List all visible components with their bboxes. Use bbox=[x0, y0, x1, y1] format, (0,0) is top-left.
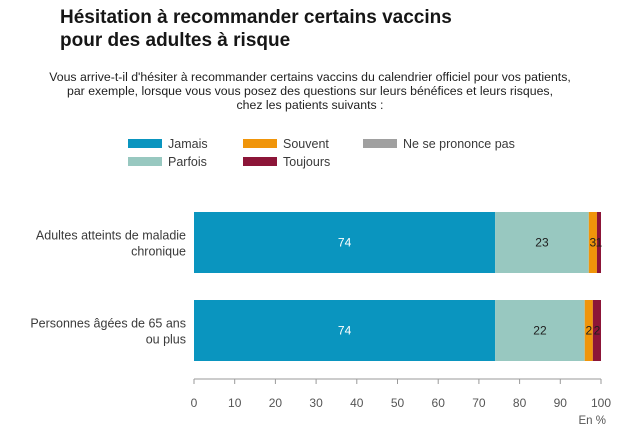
x-tick-label-70: 70 bbox=[472, 396, 486, 410]
legend-swatch-souvent bbox=[243, 139, 277, 148]
legend-swatch-jamais bbox=[128, 139, 162, 148]
category-label-2-line-1: Personnes âgées de 65 ans bbox=[30, 317, 186, 331]
data-label-toujours-1: 1 bbox=[596, 236, 603, 250]
category-label-1-line-2: chronique bbox=[131, 245, 186, 259]
x-tick-label-30: 30 bbox=[309, 396, 323, 410]
bar-souvent-1 bbox=[588, 212, 597, 273]
bar-parfois-1 bbox=[495, 212, 589, 273]
data-label-souvent-2: 2 bbox=[585, 324, 592, 338]
data-label-jamais-1: 74 bbox=[338, 236, 352, 250]
x-tick-label-50: 50 bbox=[391, 396, 405, 410]
x-tick-label-20: 20 bbox=[269, 396, 283, 410]
legend-item-souvent: Souvent bbox=[243, 137, 329, 151]
x-tick-label-90: 90 bbox=[554, 396, 568, 410]
bar-jamais-2 bbox=[194, 300, 496, 361]
legend-swatch-toujours bbox=[243, 157, 277, 166]
survey-question-line-3: chez les patients suivants : bbox=[236, 98, 384, 112]
x-tick-label-60: 60 bbox=[432, 396, 446, 410]
chart-title-line-2: pour des adultes à risque bbox=[60, 30, 291, 51]
legend-item-parfois: Parfois bbox=[128, 155, 207, 169]
legend-swatch-parfois bbox=[128, 157, 162, 166]
legend-label-jamais: Jamais bbox=[168, 137, 208, 151]
data-label-souvent-1: 3 bbox=[590, 236, 597, 250]
bar-jamais-1 bbox=[194, 212, 496, 273]
x-axis: 0 10 20 30 40 50 60 70 80 90 100 En % bbox=[191, 378, 611, 427]
unit-label: En % bbox=[579, 415, 607, 427]
bar-toujours-2 bbox=[592, 300, 601, 361]
x-tick-label-40: 40 bbox=[350, 396, 364, 410]
legend-swatch-ne-se-prononce-pas bbox=[363, 139, 397, 148]
data-label-toujours-2: 2 bbox=[594, 324, 601, 338]
data-label-parfois-2: 22 bbox=[533, 324, 547, 338]
category-label-1-line-1: Adultes atteints de maladie bbox=[36, 229, 186, 243]
x-tick-label-100: 100 bbox=[591, 396, 611, 410]
chart-title-line-1: Hésitation à recommander certains vaccin… bbox=[60, 7, 452, 28]
x-tick-label-0: 0 bbox=[191, 396, 198, 410]
bar-parfois-2 bbox=[495, 300, 585, 361]
survey-question-line-2: par exemple, lorsque vous vous posez des… bbox=[67, 84, 553, 98]
survey-question: Vous arrive-t-il d'hésiter à recommander… bbox=[10, 70, 610, 112]
chart-title: Hésitation à recommander certains vaccin… bbox=[60, 6, 600, 52]
legend-label-ne-se-prononce-pas: Ne se prononce pas bbox=[403, 137, 515, 151]
legend-item-ne-se-prononce-pas: Ne se prononce pas bbox=[363, 137, 515, 151]
data-label-parfois-1: 23 bbox=[535, 236, 549, 250]
legend-item-toujours: Toujours bbox=[243, 155, 330, 169]
legend-label-toujours: Toujours bbox=[283, 155, 330, 169]
x-tick-label-10: 10 bbox=[228, 396, 242, 410]
x-tick-label-80: 80 bbox=[513, 396, 527, 410]
bar-souvent-2 bbox=[584, 300, 593, 361]
legend-item-jamais: Jamais bbox=[128, 137, 208, 151]
survey-question-line-1: Vous arrive-t-il d'hésiter à recommander… bbox=[49, 70, 571, 84]
bar-group-1: Adultes atteints de maladie chronique 74 23… bbox=[36, 212, 603, 273]
data-label-jamais-2: 74 bbox=[338, 324, 352, 338]
bar-toujours-1 bbox=[596, 212, 601, 273]
category-label-2-line-2: ou plus bbox=[146, 333, 186, 347]
legend-label-parfois: Parfois bbox=[168, 155, 207, 169]
legend-label-souvent: Souvent bbox=[283, 137, 329, 151]
chart-legend: Jamais Parfois Souvent Toujours Ne se pronon… bbox=[128, 137, 515, 169]
